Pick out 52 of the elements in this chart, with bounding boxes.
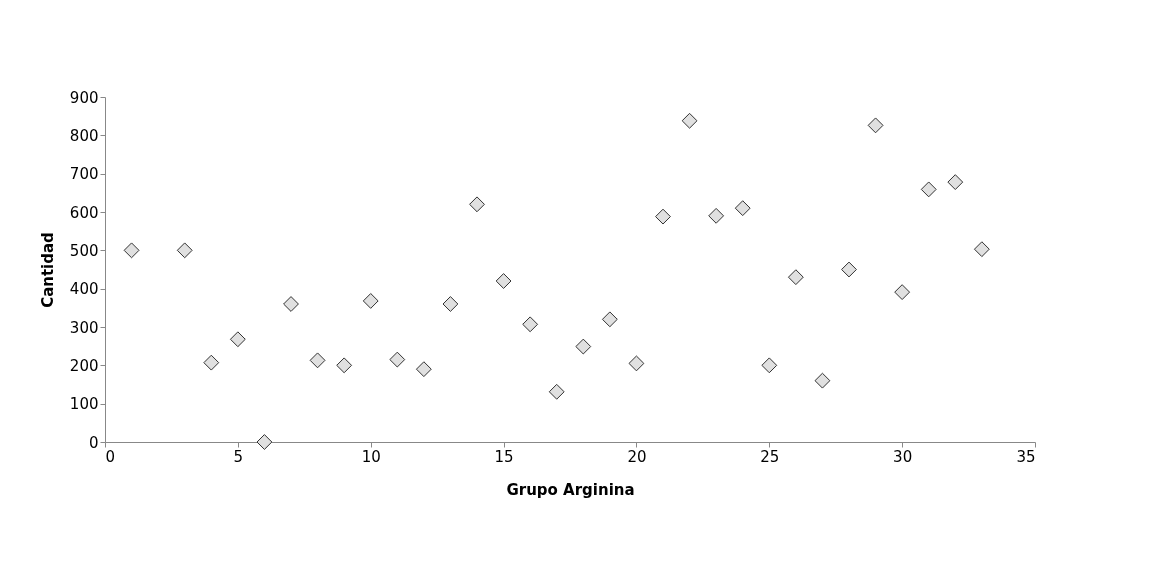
point: [814, 372, 831, 389]
point: [947, 174, 964, 191]
point: [734, 200, 751, 217]
point: [920, 181, 937, 198]
point: [841, 261, 857, 278]
point: [575, 338, 592, 355]
point: [548, 383, 565, 400]
x-axis-title: Grupo Arginina: [506, 480, 635, 499]
point: [203, 354, 220, 371]
x-tick-label: 5: [233, 447, 244, 466]
point: [522, 316, 539, 333]
point: [283, 296, 299, 312]
y-tick-label: 600: [69, 203, 99, 222]
x-tick-label: 35: [1016, 447, 1036, 466]
point: [123, 242, 140, 259]
x-tick-label: 25: [760, 447, 780, 466]
y-tick-label: 900: [69, 88, 99, 107]
point: [176, 242, 193, 259]
point: [973, 241, 990, 258]
point: [415, 361, 432, 378]
point: [389, 351, 406, 368]
point: [309, 352, 326, 369]
point: [469, 196, 485, 213]
y-axis-title: Cantidad: [38, 232, 57, 308]
point: [787, 269, 804, 286]
point: [336, 357, 353, 374]
point: [442, 296, 459, 312]
point: [229, 331, 246, 348]
y-tick-label: 200: [69, 356, 99, 375]
x-tick-label: 10: [361, 447, 381, 466]
y-tick-label: 100: [69, 395, 99, 414]
point: [894, 284, 911, 301]
point: [495, 273, 512, 289]
x-tick-label: 30: [893, 447, 913, 466]
point: [708, 207, 725, 224]
point: [655, 208, 671, 225]
point: [601, 311, 618, 328]
point: [362, 293, 379, 309]
point: [256, 434, 273, 450]
point: [681, 112, 698, 129]
y-tick-label: 300: [69, 318, 99, 337]
point: [628, 355, 645, 372]
y-tick-label: 400: [69, 280, 99, 299]
point: [867, 117, 884, 134]
y-tick-label: 0: [88, 433, 99, 452]
x-tick-label: 15: [494, 447, 514, 466]
y-tick-label: 700: [69, 165, 99, 184]
point: [761, 357, 778, 374]
y-tick-label: 500: [69, 241, 99, 260]
x-tick-label: 20: [627, 447, 647, 466]
y-tick-label: 800: [69, 126, 99, 145]
x-tick-label: 0: [105, 447, 116, 466]
